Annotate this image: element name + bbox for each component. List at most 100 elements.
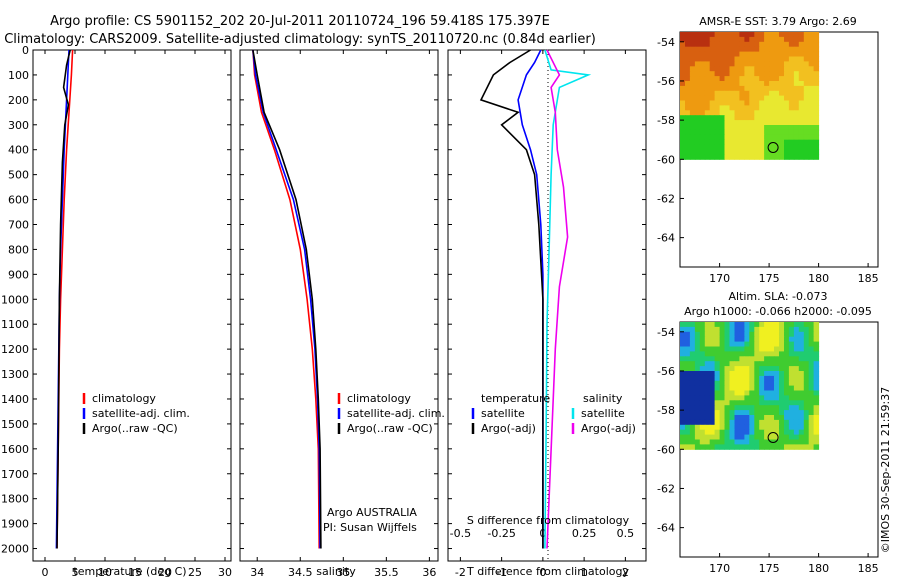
- heatmap-cell: [699, 66, 706, 72]
- heatmap-cell: [724, 326, 730, 333]
- heatmap-cell: [694, 371, 701, 377]
- heatmap-cell: [709, 41, 716, 48]
- heatmap-cell: [724, 322, 730, 328]
- heatmap-cell: [729, 66, 735, 72]
- heatmap-cell: [729, 410, 735, 416]
- heatmap-cell: [724, 366, 730, 372]
- heatmap-cell: [680, 144, 686, 150]
- heatmap-cell: [754, 154, 760, 160]
- heatmap-cell: [754, 134, 760, 141]
- heatmap-cell: [724, 139, 730, 146]
- heatmap-cell: [779, 410, 785, 416]
- heatmap-cell: [694, 36, 701, 43]
- x-tick-label: 15: [128, 566, 142, 579]
- longitude-tick-label: 175: [759, 562, 780, 575]
- heatmap-cell: [759, 371, 765, 377]
- heatmap-cell: [709, 415, 716, 421]
- heatmap-cell: [680, 336, 686, 343]
- heatmap-cell: [704, 405, 711, 411]
- heatmap-cell: [709, 115, 716, 121]
- heatmap-cell: [685, 400, 691, 406]
- heatmap-cell: [694, 331, 701, 338]
- heatmap-cell: [813, 380, 820, 387]
- heatmap-cell: [709, 110, 716, 116]
- heatmap-cell: [719, 76, 725, 82]
- depth-tick-label: 900: [8, 268, 29, 281]
- latitude-tick-label: -60: [657, 443, 675, 456]
- heatmap-cell: [774, 149, 780, 155]
- heatmap-cell: [798, 125, 805, 131]
- heatmap-cell: [689, 129, 696, 136]
- heatmap-cell: [709, 36, 716, 43]
- heatmap-cell: [754, 424, 760, 431]
- heatmap-cell: [689, 326, 696, 333]
- heatmap-cell: [704, 41, 711, 48]
- heatmap-cell: [749, 361, 755, 367]
- heatmap-cell: [685, 71, 691, 77]
- heatmap-cell: [793, 61, 800, 67]
- heatmap-cell: [808, 410, 815, 416]
- heatmap-cell: [784, 424, 790, 431]
- heatmap-cell: [739, 76, 745, 82]
- heatmap-cell: [803, 390, 810, 396]
- heatmap-cell: [774, 400, 780, 406]
- heatmap-cell: [798, 336, 805, 343]
- heatmap-cell: [813, 120, 820, 126]
- heatmap-cell: [739, 410, 745, 416]
- heatmap-cell: [754, 439, 760, 445]
- heatmap-cell: [803, 36, 810, 43]
- heatmap-cell: [704, 144, 711, 150]
- heatmap-cell: [764, 144, 770, 150]
- heatmap-cell: [793, 395, 800, 401]
- x-tick-label: 2: [622, 566, 629, 579]
- heatmap-cell: [680, 346, 686, 352]
- heatmap-cell: [769, 41, 775, 48]
- heatmap-cell: [680, 439, 686, 445]
- heatmap-cell: [709, 95, 716, 101]
- heatmap-cell: [694, 105, 701, 111]
- heatmap-cell: [709, 439, 716, 445]
- heatmap-cell: [779, 405, 785, 411]
- heatmap-cell: [764, 120, 770, 126]
- heatmap-cell: [744, 149, 750, 155]
- heatmap-cell: [788, 41, 795, 48]
- latitude-tick-label: -54: [657, 36, 675, 49]
- heatmap-cell: [749, 46, 755, 53]
- heatmap-cell: [813, 110, 820, 116]
- heatmap-cell: [739, 36, 745, 43]
- depth-tick-label: 700: [8, 218, 29, 231]
- heatmap-cell: [788, 110, 795, 116]
- heatmap-cell: [734, 385, 740, 391]
- heatmap-cell: [759, 90, 765, 97]
- heatmap-cell: [749, 76, 755, 82]
- heatmap-cell: [714, 46, 721, 53]
- heatmap-cell: [719, 371, 725, 377]
- heatmap-cell: [704, 139, 711, 146]
- heatmap-cell: [764, 56, 770, 62]
- heatmap-cell: [803, 85, 810, 92]
- heatmap-cell: [813, 390, 820, 396]
- heatmap-cell: [803, 32, 810, 38]
- heatmap-cell: [734, 139, 740, 146]
- heatmap-cell: [724, 395, 730, 401]
- heatmap-cell: [739, 439, 745, 445]
- heatmap-cell: [734, 90, 740, 97]
- heatmap-cell: [689, 66, 696, 72]
- heatmap-cell: [808, 125, 815, 131]
- heatmap-cell: [689, 439, 696, 445]
- heatmap-cell: [694, 429, 701, 436]
- heatmap-cell: [709, 149, 716, 155]
- heatmap-cell: [685, 66, 691, 72]
- heatmap-cell: [689, 419, 696, 426]
- heatmap-cell: [694, 405, 701, 411]
- heatmap-cell: [709, 125, 716, 131]
- heatmap-cell: [798, 322, 805, 328]
- heatmap-cell: [803, 61, 810, 67]
- heatmap-cell: [689, 366, 696, 372]
- heatmap-cell: [803, 66, 810, 72]
- heatmap-cell: [680, 139, 686, 146]
- heatmap-cell: [784, 81, 790, 87]
- difference-x-axis: -2 -1 0 1 2-0.5 -0.25 0 0.25 0.5: [450, 50, 634, 579]
- heatmap-cell: [798, 326, 805, 333]
- heatmap-cell: [719, 129, 725, 136]
